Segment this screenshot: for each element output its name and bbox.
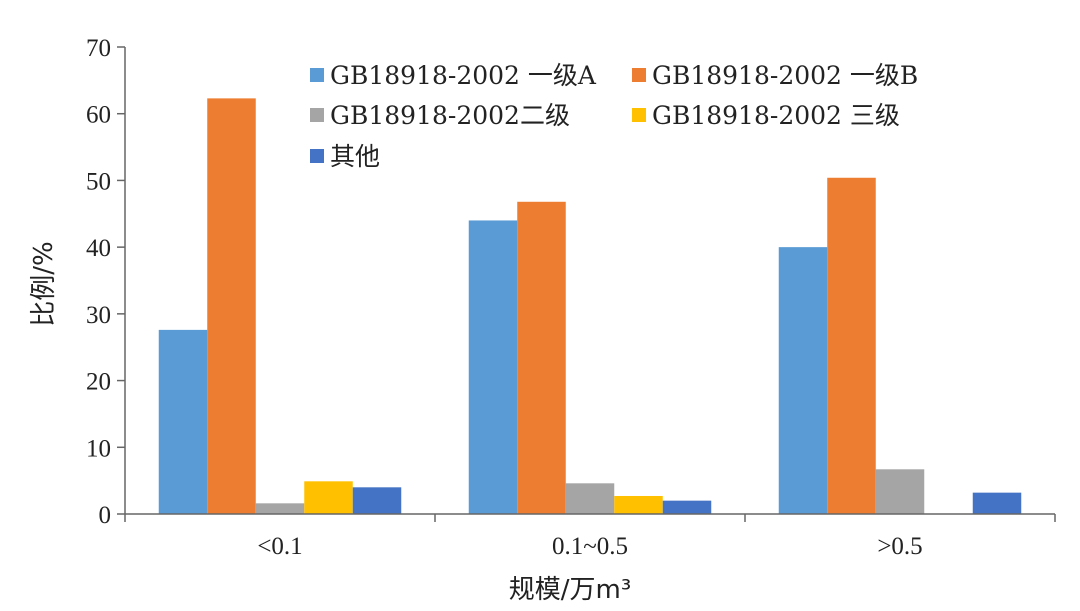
axes: 0 10 20 30 40 50 60 70 <0.1 0.1~0.5 >0.5 <box>86 35 1056 560</box>
bar-series-1-cat-2 <box>468 220 518 514</box>
legend-swatch-3 <box>310 108 324 122</box>
bar-series-1-cat-1 <box>158 329 208 514</box>
legend-swatch-4 <box>632 108 646 122</box>
legend-label-5: 其他 <box>330 142 380 171</box>
y-tick-label: 60 <box>86 102 111 129</box>
legend-swatch-5 <box>310 149 324 163</box>
y-tick-label: 40 <box>86 235 111 262</box>
bar-series-5-cat-3 <box>972 492 1022 514</box>
bar-series-3-cat-3 <box>875 469 925 514</box>
y-tick-label: 50 <box>86 168 111 195</box>
y-axis-title: 比例/% <box>29 241 59 326</box>
y-tick-label: 20 <box>86 369 111 396</box>
plot-area <box>158 98 1022 515</box>
legend-label-3: GB18918-2002二级 <box>330 101 570 130</box>
bar-series-2-cat-1 <box>207 98 256 515</box>
y-tick-label: 70 <box>86 35 111 62</box>
bar-series-5-cat-2 <box>662 500 712 514</box>
bar-series-2-cat-3 <box>827 177 876 514</box>
bar-series-5-cat-1 <box>352 487 402 514</box>
bar-series-4-cat-1 <box>304 481 353 514</box>
bar-series-1-cat-3 <box>778 247 828 514</box>
x-tick-label: 0.1~0.5 <box>552 533 628 560</box>
bar-series-3-cat-1 <box>255 503 305 514</box>
legend-label-4: GB18918-2002 三级 <box>652 101 900 130</box>
legend-swatch-2 <box>632 68 646 82</box>
x-tick-label: >0.5 <box>877 533 922 560</box>
legend-swatch-1 <box>310 68 324 82</box>
legend-label-1: GB18918-2002 一级A <box>330 61 597 90</box>
bar-series-4-cat-2 <box>614 495 663 514</box>
bar-series-2-cat-2 <box>517 201 566 514</box>
y-tick-label: 30 <box>86 302 111 329</box>
y-tick-label: 10 <box>86 435 111 462</box>
x-axis-title: 规模/万m³ <box>509 575 632 605</box>
bar-series-3-cat-2 <box>565 483 615 514</box>
legend-label-2: GB18918-2002 一级B <box>652 61 918 90</box>
x-tick-label: <0.1 <box>257 533 302 560</box>
y-tick-label: 0 <box>99 502 112 529</box>
legend: GB18918-2002 一级A GB18918-2002 一级B GB18918-… <box>310 61 918 171</box>
